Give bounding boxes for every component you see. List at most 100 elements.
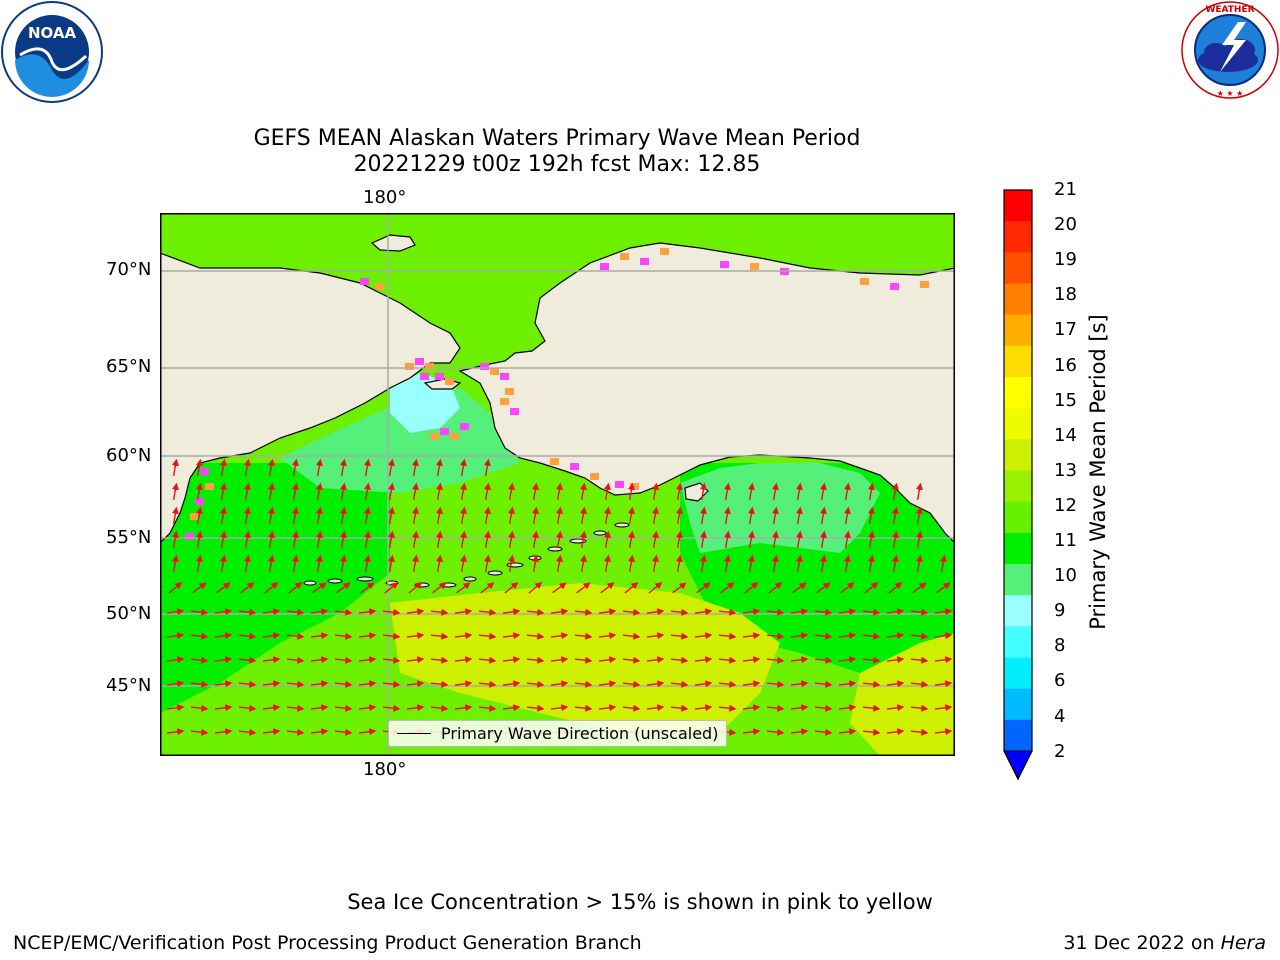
wave-direction-arrow bbox=[291, 530, 299, 549]
wave-direction-arrow bbox=[195, 530, 203, 549]
wave-direction-arrow bbox=[339, 554, 347, 573]
wave-direction-arrow bbox=[358, 704, 377, 712]
wave-direction-arrow bbox=[334, 704, 353, 712]
wave-direction-arrow bbox=[358, 608, 377, 616]
wave-direction-arrow bbox=[171, 482, 179, 501]
wave-direction-arrow bbox=[171, 506, 179, 525]
wave-direction-arrow bbox=[838, 728, 857, 736]
svg-text:NOAA: NOAA bbox=[28, 24, 77, 42]
wave-direction-arrow bbox=[214, 608, 233, 616]
wave-direction-arrow bbox=[334, 608, 353, 616]
sea-ice-cell bbox=[640, 258, 649, 265]
wave-direction-arrow bbox=[603, 482, 611, 501]
wave-direction-arrow bbox=[411, 554, 419, 573]
colorbar-ticks: 21 20 19 18 17 16 15 14 13 12 11 10 9 8 6 4 2 bbox=[1050, 0, 1090, 960]
wave-direction-arrow bbox=[766, 704, 785, 712]
sea-ice-cell bbox=[415, 358, 424, 365]
wave-direction-arrow bbox=[171, 458, 179, 477]
wave-direction-arrow bbox=[507, 482, 515, 501]
wave-direction-arrow bbox=[576, 582, 591, 594]
wave-direction-arrow bbox=[723, 554, 731, 573]
wave-direction-arrow bbox=[579, 482, 587, 501]
sea-ice-cell bbox=[860, 278, 869, 285]
wave-direction-arrow bbox=[838, 608, 857, 616]
wave-direction-arrow bbox=[286, 608, 305, 616]
wave-direction-arrow bbox=[934, 608, 953, 616]
wave-direction-arrow bbox=[435, 458, 443, 477]
wave-direction-arrow bbox=[456, 582, 471, 594]
wave-direction-arrow bbox=[454, 632, 473, 640]
wave-direction-arrow bbox=[406, 680, 425, 688]
wave-direction-arrow bbox=[483, 482, 491, 501]
wave-direction-arrow bbox=[598, 656, 617, 664]
wave-direction-arrow bbox=[286, 704, 305, 712]
sea-ice-cell bbox=[890, 283, 899, 290]
wave-direction-arrow bbox=[646, 608, 665, 616]
wave-direction-arrow bbox=[934, 680, 953, 688]
wave-direction-arrow bbox=[819, 482, 827, 501]
lon-label-top: 180° bbox=[363, 187, 407, 208]
wave-period-region-13s-east bbox=[850, 633, 955, 756]
chart-title: GEFS MEAN Alaskan Waters Primary Wave Me… bbox=[253, 126, 861, 151]
wave-direction-arrow bbox=[310, 704, 329, 712]
aleutian-island bbox=[528, 555, 542, 561]
wave-direction-arrow bbox=[862, 632, 881, 640]
wave-direction-arrow bbox=[555, 482, 563, 501]
wave-direction-arrow bbox=[430, 704, 449, 712]
wave-direction-arrow bbox=[627, 530, 635, 549]
wave-direction-arrow bbox=[243, 458, 251, 477]
wave-direction-arrow bbox=[886, 704, 905, 712]
sea-ice-cell bbox=[720, 261, 729, 268]
wave-direction-arrow bbox=[310, 608, 329, 616]
wave-direction-arrow bbox=[886, 656, 905, 664]
wave-direction-arrow bbox=[627, 554, 635, 573]
wave-direction-arrow bbox=[502, 704, 521, 712]
wave-direction-arrow bbox=[195, 554, 203, 573]
wave-direction-arrow bbox=[792, 582, 807, 594]
wave-direction-arrow bbox=[915, 530, 923, 549]
aleutian-island bbox=[463, 576, 477, 582]
wave-direction-arrow bbox=[934, 728, 953, 736]
wave-direction-arrow bbox=[766, 632, 785, 640]
wave-direction-arrow bbox=[622, 680, 641, 688]
wave-direction-arrow bbox=[795, 506, 803, 525]
sea-ice-cell bbox=[420, 373, 429, 380]
wave-direction-arrow bbox=[718, 608, 737, 616]
wave-direction-arrow bbox=[384, 582, 399, 594]
wave-direction-arrow bbox=[651, 482, 659, 501]
colorbar-segment bbox=[1004, 190, 1032, 222]
wave-direction-arrow bbox=[267, 530, 275, 549]
wave-direction-arrow bbox=[550, 704, 569, 712]
wave-direction-arrow bbox=[219, 458, 227, 477]
wave-direction-arrow bbox=[934, 632, 953, 640]
wave-direction-arrow bbox=[310, 656, 329, 664]
wave-direction-arrow bbox=[771, 506, 779, 525]
aleutian-island bbox=[487, 570, 503, 576]
colorbar-tick-label: 12 bbox=[1054, 495, 1077, 516]
wave-direction-arrow bbox=[336, 582, 351, 594]
wave-direction-arrow bbox=[291, 482, 299, 501]
wave-direction-arrow bbox=[814, 608, 833, 616]
lat-label-60: 60°N bbox=[106, 445, 152, 466]
wave-direction-arrow bbox=[646, 656, 665, 664]
wave-direction-arrow bbox=[771, 554, 779, 573]
wave-direction-arrow bbox=[382, 632, 401, 640]
wave-direction-arrow bbox=[310, 680, 329, 688]
wave-direction-arrow bbox=[454, 680, 473, 688]
wave-direction-arrow bbox=[646, 680, 665, 688]
wave-direction-arrow bbox=[408, 581, 423, 594]
wave-direction-arrow bbox=[627, 482, 635, 501]
wave-direction-arrow bbox=[574, 704, 593, 712]
wave-direction-arrow bbox=[526, 680, 545, 688]
wave-direction-arrow bbox=[507, 506, 515, 525]
wave-direction-arrow bbox=[502, 680, 521, 688]
svg-text:WEATHER: WEATHER bbox=[1205, 5, 1254, 15]
wave-direction-arrow bbox=[579, 506, 587, 525]
sea-ice-cell bbox=[500, 398, 509, 405]
wave-direction-arrow bbox=[742, 680, 761, 688]
wave-direction-arrow bbox=[171, 530, 179, 549]
wave-direction-arrow bbox=[622, 656, 641, 664]
wave-direction-arrow bbox=[478, 632, 497, 640]
sea-ice-cell bbox=[505, 388, 514, 395]
wave-direction-arrow bbox=[891, 554, 899, 573]
